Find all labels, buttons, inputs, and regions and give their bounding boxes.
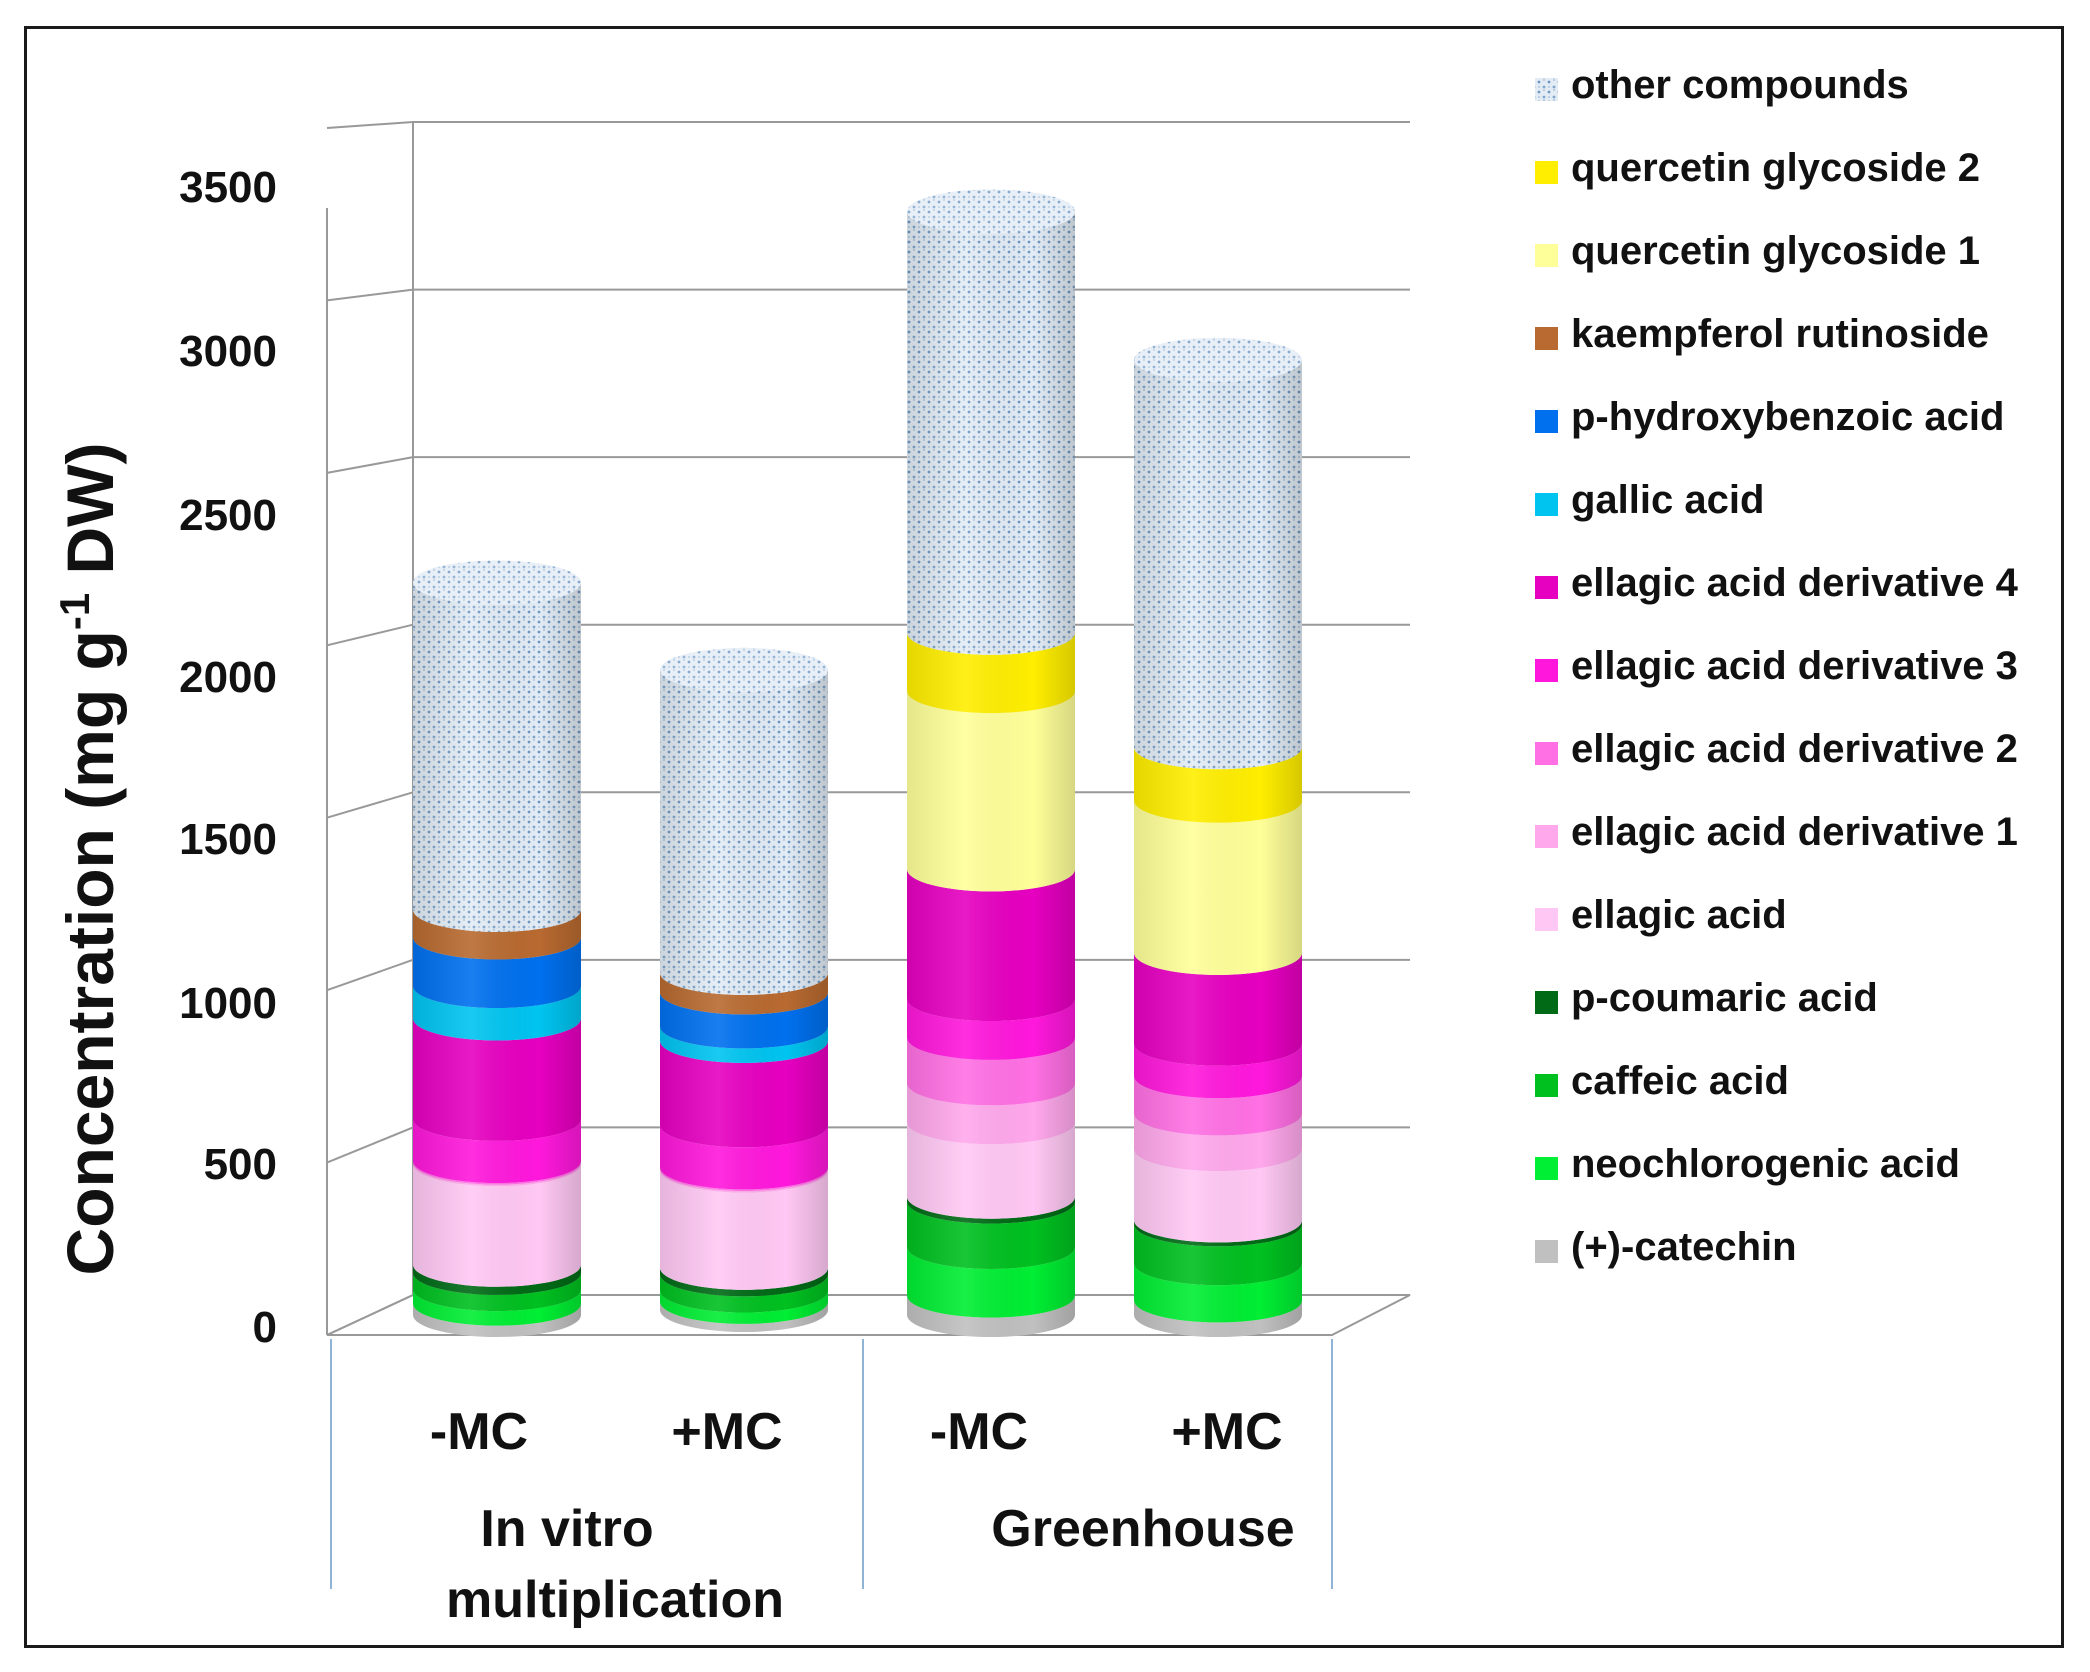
cylinder-top-highlight xyxy=(1134,337,1302,382)
cylinder-shade xyxy=(907,211,1075,1338)
y-tick-label-2500: 2500 xyxy=(179,491,277,540)
group-label-in-vitro: In vitro xyxy=(480,1500,653,1558)
chart-frame: 0 500 1000 1500 2000 2500 3000 3500 -MC +MC -MC +MC… xyxy=(24,26,2064,1648)
cylinder-top-cap xyxy=(413,560,581,605)
cylinder-1 xyxy=(413,560,581,1337)
cylinder-shade xyxy=(660,669,828,1332)
gridline-diag-3000 xyxy=(326,288,414,302)
legend-label-gallic-acid: gallic acid xyxy=(1571,478,1764,522)
legend-swatch-ellagic-acid xyxy=(1535,908,1558,931)
legend-swatch-ellagic-acid-derivative-2 xyxy=(1535,742,1558,765)
x-category-label-2: +MC xyxy=(671,1403,782,1461)
x-category-label-1: -MC xyxy=(430,1403,528,1461)
legend-swatch-quercetin-glycoside-1 xyxy=(1535,244,1558,267)
cylinder-top-highlight xyxy=(907,189,1075,234)
legend-swatch-quercetin-glycoside-2 xyxy=(1535,161,1558,184)
legend-swatch-p-hydroxybenzoic-acid xyxy=(1535,410,1558,433)
gridline-diag-2000 xyxy=(326,623,414,647)
legend-label-ellagic-acid: ellagic acid xyxy=(1571,893,1787,937)
legend-swatch-ellagic-acid-derivative-3 xyxy=(1535,659,1558,682)
y-tick-label-1500: 1500 xyxy=(179,815,277,864)
y-tick-label-2000: 2000 xyxy=(179,653,277,702)
y-axis-title-main: Concentration (mg g xyxy=(53,630,127,1275)
x-category-label-4: +MC xyxy=(1171,1403,1282,1461)
y-tick-label-500: 500 xyxy=(204,1140,277,1189)
legend-label-ellagic-acid-derivative-4: ellagic acid derivative 4 xyxy=(1571,561,2019,605)
cylinder-2 xyxy=(660,647,828,1332)
y-tick-label-3500: 3500 xyxy=(179,163,277,212)
cylinder-shade xyxy=(413,582,581,1337)
bar-layer xyxy=(413,189,1302,1338)
legend-label-quercetin-glycoside-2: quercetin glycoside 2 xyxy=(1571,146,1980,190)
legend-swatch-caffeic-acid xyxy=(1535,1074,1558,1097)
legend-label-p-hydroxybenzoic-acid: p-hydroxybenzoic acid xyxy=(1571,395,2004,439)
label-layer: 0 500 1000 1500 2000 2500 3000 3500 -MC +MC -MC +MC… xyxy=(179,163,1295,1629)
cylinder-top-highlight xyxy=(413,560,581,605)
legend-label-quercetin-glycoside-1: quercetin glycoside 1 xyxy=(1571,229,1980,273)
y-tick-label-1000: 1000 xyxy=(179,979,277,1028)
cylinder-shade xyxy=(1134,359,1302,1337)
cylinder-top-cap xyxy=(1134,337,1302,382)
legend-label-caffeic-acid: caffeic acid xyxy=(1571,1059,1789,1103)
gridline-diag-1500 xyxy=(326,791,414,819)
gridline-diag-3500 xyxy=(326,121,414,129)
legend-swatch-ellagic-acid-derivative-1 xyxy=(1535,825,1558,848)
cylinder-top-cap xyxy=(660,647,828,692)
legend-label-kaempferol-rutinoside: kaempferol rutinoside xyxy=(1571,312,1989,356)
legend-label-p-coumaric-acid: p-coumaric acid xyxy=(1571,976,1878,1020)
stacked-cylinder-chart: 0 500 1000 1500 2000 2500 3000 3500 -MC +MC -MC +MC… xyxy=(51,63,2019,1629)
group-label-greenhouse: Greenhouse xyxy=(991,1500,1294,1558)
legend-swatch-neochlorogenic-acid xyxy=(1535,1157,1558,1180)
group-label-in-vitro-line2: multiplication xyxy=(446,1571,784,1629)
legend-swatch-kaempferol-rutinoside xyxy=(1535,327,1558,350)
y-axis-title: Concentration (mg g-1 DW) xyxy=(51,443,127,1276)
legend: other compounds quercetin glycoside 2 quer… xyxy=(1535,63,2019,1269)
legend-label-catechin: (+)-catechin xyxy=(1571,1225,1797,1269)
y-axis-title-sup: -1 xyxy=(51,593,98,630)
legend-swatch-ellagic-acid-derivative-4 xyxy=(1535,576,1558,599)
legend-swatch-other-compounds xyxy=(1535,78,1558,101)
cylinder-4 xyxy=(1134,337,1302,1337)
legend-label-ellagic-acid-derivative-1: ellagic acid derivative 1 xyxy=(1571,810,2018,854)
cylinder-top-cap xyxy=(907,189,1075,234)
x-category-label-3: -MC xyxy=(930,1403,1028,1461)
legend-swatch-p-coumaric-acid xyxy=(1535,991,1558,1014)
gridline-diag-1000 xyxy=(326,958,414,992)
legend-swatch-catechin xyxy=(1535,1240,1558,1263)
y-axis-title-tail: DW) xyxy=(53,443,127,593)
gridline-diag-2500 xyxy=(326,456,414,474)
cylinder-top-highlight xyxy=(660,647,828,692)
y-tick-label-0: 0 xyxy=(253,1303,277,1352)
legend-label-neochlorogenic-acid: neochlorogenic acid xyxy=(1571,1142,1960,1186)
legend-swatch-gallic-acid xyxy=(1535,493,1558,516)
legend-label-ellagic-acid-derivative-3: ellagic acid derivative 3 xyxy=(1571,644,2018,688)
gridline-diag-500 xyxy=(326,1126,414,1164)
cylinder-3 xyxy=(907,189,1075,1338)
y-tick-label-3000: 3000 xyxy=(179,327,277,376)
legend-label-ellagic-acid-derivative-2: ellagic acid derivative 2 xyxy=(1571,727,2018,771)
legend-label-other-compounds: other compounds xyxy=(1571,63,1909,107)
